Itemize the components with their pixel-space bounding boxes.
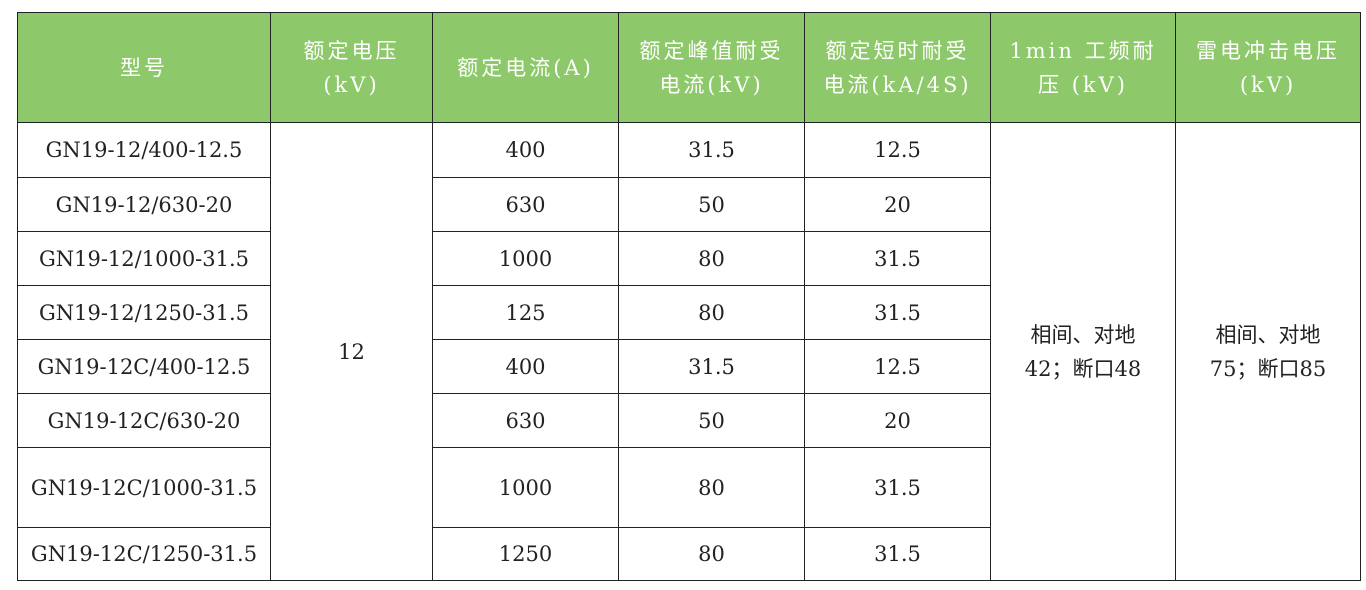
table-row: GN19-12C/1000-31.5 1000 80 31.5 <box>17 447 1361 528</box>
model-cell: GN19-12C/400-12.5 <box>17 339 271 394</box>
model-cell: GN19-12C/1000-31.5 <box>17 447 271 528</box>
peak-cell: 50 <box>618 177 805 232</box>
header-row: 型号 额定电压(kV) 额定电流(A) 额定峰值耐受电流(kV) 额定短时耐受电流(kA… <box>17 12 1361 123</box>
model-cell: GN19-12/1000-31.5 <box>17 231 271 286</box>
table-row: GN19-12C/1250-31.5 1250 80 31.5 <box>17 527 1361 581</box>
model-cell: GN19-12/400-12.5 <box>17 122 271 178</box>
column-header: 1min 工频耐压 (kV) <box>990 12 1176 123</box>
table-row: GN19-12C/400-12.5 400 31.5 12.5 <box>17 339 1361 394</box>
short-time-cell: 31.5 <box>804 285 991 340</box>
peak-cell: 80 <box>618 231 805 286</box>
short-time-cell: 20 <box>804 393 991 448</box>
model-cell: GN19-12/1250-31.5 <box>17 285 271 340</box>
short-time-cell: 20 <box>804 177 991 232</box>
rated-voltage-cell: 12 <box>270 122 433 581</box>
current-cell: 400 <box>432 339 619 394</box>
short-time-cell: 31.5 <box>804 527 991 581</box>
spec-table: 型号 额定电压(kV) 额定电流(A) 额定峰值耐受电流(kV) 额定短时耐受电流(kA… <box>17 12 1361 581</box>
peak-cell: 50 <box>618 393 805 448</box>
table-body: GN19-12/400-12.5 12 400 31.5 12.5 相间、对地42；断口4… <box>17 122 1361 581</box>
power-frequency-cell: 相间、对地42；断口48 <box>990 122 1176 581</box>
short-time-cell: 12.5 <box>804 339 991 394</box>
table-row: GN19-12/1250-31.5 125 80 31.5 <box>17 285 1361 340</box>
column-header: 额定短时耐受电流(kA/4S) <box>804 12 991 123</box>
lightning-impulse-cell: 相间、对地75；断口85 <box>1175 122 1361 581</box>
model-cell: GN19-12C/630-20 <box>17 393 271 448</box>
short-time-cell: 12.5 <box>804 122 991 178</box>
peak-cell: 80 <box>618 527 805 581</box>
column-header: 雷电冲击电压 (kV) <box>1175 12 1361 123</box>
current-cell: 400 <box>432 122 619 178</box>
table-row: GN19-12/400-12.5 12 400 31.5 12.5 相间、对地42；断口4… <box>17 122 1361 581</box>
current-cell: 1250 <box>432 527 619 581</box>
short-time-cell: 31.5 <box>804 447 991 528</box>
column-header: 型号 <box>17 12 271 123</box>
peak-cell: 80 <box>618 285 805 340</box>
column-header: 额定电压(kV) <box>270 12 433 123</box>
model-cell: GN19-12/630-20 <box>17 177 271 232</box>
model-cell: GN19-12C/1250-31.5 <box>17 527 271 581</box>
current-cell: 630 <box>432 393 619 448</box>
table-row: GN19-12C/630-20 630 50 20 <box>17 393 1361 448</box>
current-cell: 125 <box>432 285 619 340</box>
current-cell: 1000 <box>432 231 619 286</box>
current-cell: 1000 <box>432 447 619 528</box>
peak-cell: 31.5 <box>618 122 805 178</box>
peak-cell: 31.5 <box>618 339 805 394</box>
peak-cell: 80 <box>618 447 805 528</box>
column-header: 额定峰值耐受电流(kV) <box>618 12 805 123</box>
current-cell: 630 <box>432 177 619 232</box>
short-time-cell: 31.5 <box>804 231 991 286</box>
column-header: 额定电流(A) <box>432 12 619 123</box>
